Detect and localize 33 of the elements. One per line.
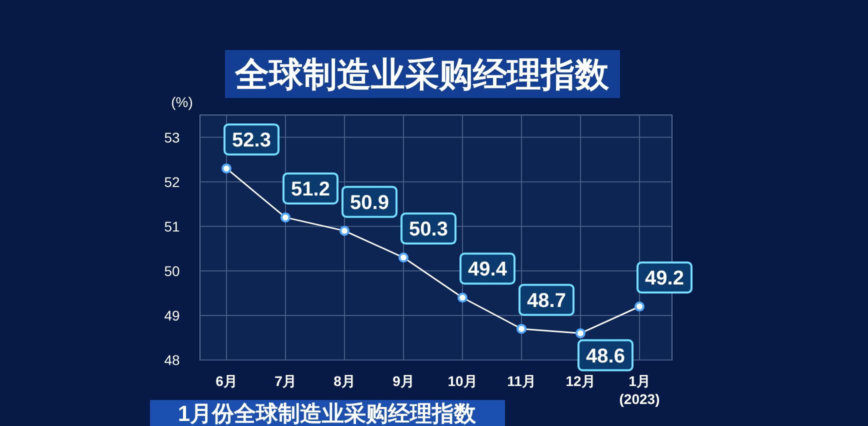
x-tick-label: 11月 [507,373,536,389]
point [458,292,468,303]
x-tick-label: 7月 [274,373,296,389]
data-label: 49.2 [645,268,684,290]
x-tick-label: 12月 [566,373,596,389]
data-label: 51.2 [291,178,330,200]
x-tick-label: 9月 [392,373,414,389]
data-label: 50.3 [409,218,448,241]
data-label: 49.4 [468,258,508,281]
point [340,226,350,236]
point [222,163,232,174]
point [634,302,644,312]
x-tick-label: 1月 (2023) [619,373,660,407]
point [576,328,586,338]
y-tick-label: 48 [164,352,180,368]
y-tick-label: 52 [164,174,180,190]
y-tick-label: 49 [164,307,180,324]
x-tick-label: 10月 [448,373,478,389]
data-label: 50.9 [350,192,389,214]
point [280,212,290,222]
point [398,252,408,263]
chart-title: 全球制造业采购经理指数 [234,56,610,94]
x-tick-label: 6月 [216,373,238,389]
y-tick-label: 50 [164,262,180,279]
text: 1月份全球制造业采购经理指数 [178,401,478,426]
point [516,324,526,334]
data-label: 48.7 [527,290,566,312]
y-tick-label: 51 [164,218,180,234]
y-tick-label: 53 [164,129,180,146]
data-label: 48.6 [586,345,625,368]
x-tick-label: 8月 [334,373,356,389]
y-axis-title: (%) [171,94,193,110]
data-label: 52.3 [232,129,271,152]
